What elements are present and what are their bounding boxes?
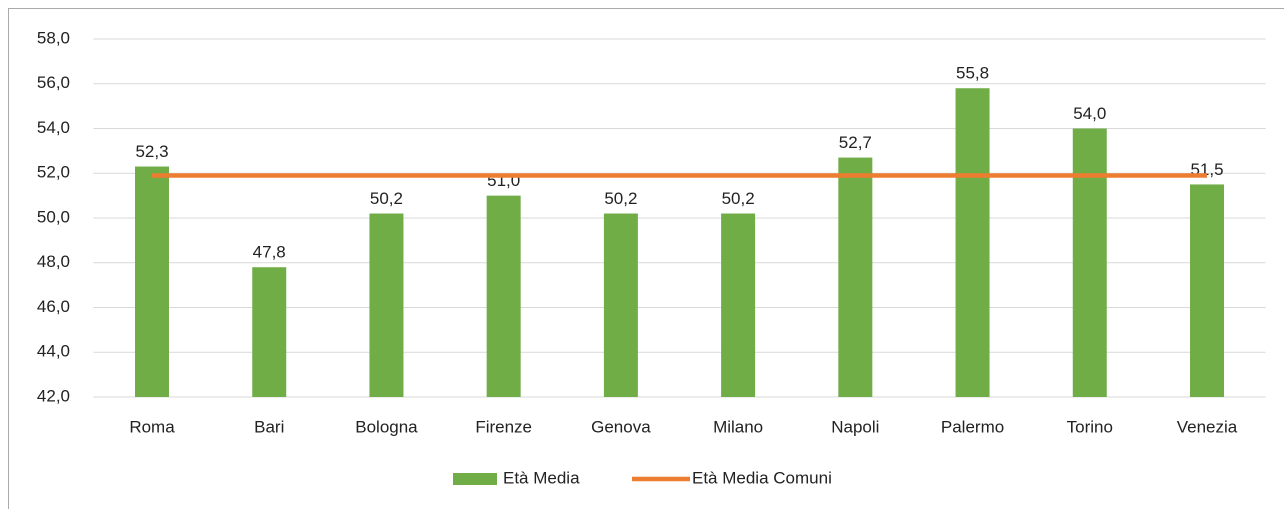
legend-label: Età Media (503, 468, 580, 487)
bar (955, 88, 990, 397)
bar (252, 267, 287, 397)
y-tick-label: 48,0 (37, 252, 70, 271)
data-label: 50,2 (370, 189, 403, 208)
x-tick-label: Palermo (941, 417, 1004, 436)
x-tick-label: Firenze (475, 417, 532, 436)
x-tick-label: Torino (1067, 417, 1113, 436)
bar (369, 213, 404, 397)
x-tick-label: Napoli (831, 417, 879, 436)
data-label: 54,0 (1073, 104, 1106, 123)
y-tick-label: 50,0 (37, 207, 70, 226)
bar (721, 213, 756, 397)
bar (486, 195, 521, 397)
x-tick-label: Roma (129, 417, 175, 436)
bar (135, 166, 170, 397)
x-tick-label: Venezia (1177, 417, 1238, 436)
bar (1189, 184, 1224, 397)
x-tick-label: Bari (254, 417, 284, 436)
data-label: 55,8 (956, 64, 989, 83)
y-tick-label: 54,0 (37, 118, 70, 137)
bar (1072, 128, 1107, 397)
data-label: 50,2 (722, 189, 755, 208)
data-label: 52,7 (839, 133, 872, 152)
data-label: 47,8 (253, 243, 286, 262)
data-label: 50,2 (604, 189, 637, 208)
y-tick-label: 56,0 (37, 73, 70, 92)
data-label: 52,3 (135, 142, 168, 161)
y-tick-label: 46,0 (37, 297, 70, 316)
x-tick-label: Milano (713, 417, 763, 436)
chart-frame (8, 8, 1284, 509)
legend-swatch (453, 473, 497, 485)
y-tick-label: 52,0 (37, 163, 70, 182)
x-tick-label: Bologna (355, 417, 418, 436)
bar (838, 157, 873, 397)
y-tick-label: 42,0 (37, 386, 70, 405)
y-tick-label: 44,0 (37, 342, 70, 361)
legend-label: Età Media Comuni (692, 468, 832, 487)
y-tick-label: 58,0 (37, 28, 70, 47)
x-tick-label: Genova (591, 417, 651, 436)
bar (603, 213, 638, 397)
